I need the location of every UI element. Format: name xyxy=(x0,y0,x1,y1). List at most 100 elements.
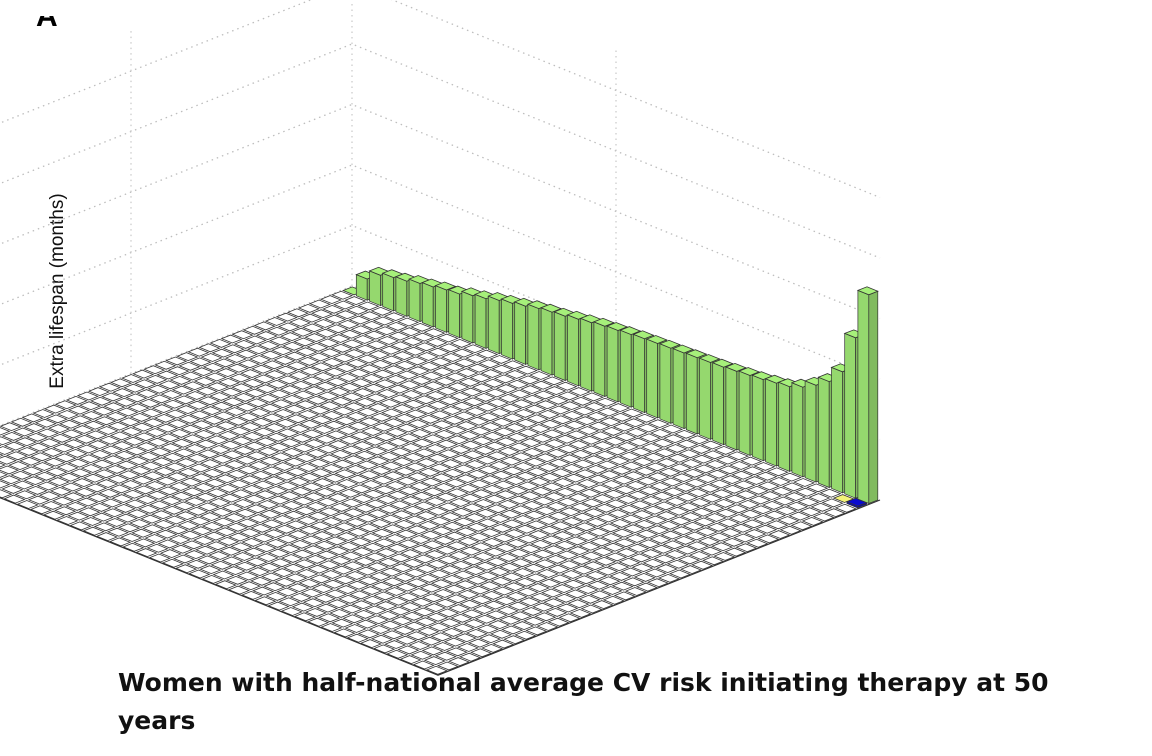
floor-cell xyxy=(353,556,376,566)
floor-cell xyxy=(222,397,245,407)
floor-cell xyxy=(426,612,449,622)
floor-cell xyxy=(669,463,692,473)
floor-cell xyxy=(338,594,361,604)
floor-cell xyxy=(442,468,465,478)
floor-cell xyxy=(676,492,699,502)
floor-cell xyxy=(479,634,502,644)
floor-cell xyxy=(200,353,223,362)
floor-cell xyxy=(217,483,240,493)
floor-cell xyxy=(49,486,72,496)
floor-cell xyxy=(362,489,385,499)
floor-cell xyxy=(316,603,339,613)
floor-cell xyxy=(385,374,408,384)
floor-cell xyxy=(374,326,397,336)
floor-cell xyxy=(531,380,554,390)
floor-cell xyxy=(342,614,365,624)
floor-cell xyxy=(283,457,306,467)
floor-cell xyxy=(429,463,452,473)
floor-cell xyxy=(549,574,572,584)
floor-cell xyxy=(429,410,452,420)
floor-cell xyxy=(308,299,331,309)
floor-cell xyxy=(393,466,416,476)
floor-cell xyxy=(711,542,734,552)
floor-cell xyxy=(569,608,592,618)
floor-cell xyxy=(134,379,157,389)
floor-cell xyxy=(643,452,666,462)
floor-cell xyxy=(378,451,401,461)
floor-cell xyxy=(85,430,108,440)
floor-cell xyxy=(72,425,95,434)
floor-cell xyxy=(5,451,28,461)
floor-cell xyxy=(422,434,445,444)
floor-cell xyxy=(217,430,240,440)
floor-cell xyxy=(292,390,315,400)
floor-cell xyxy=(355,566,378,576)
floor-cell xyxy=(221,556,244,566)
floor-cell xyxy=(265,591,288,601)
floor-cell xyxy=(63,492,86,502)
floor-cell xyxy=(515,418,538,428)
floor-cell xyxy=(461,556,484,566)
floor-cell xyxy=(618,451,641,461)
floor-cell xyxy=(413,448,436,458)
floor-cell xyxy=(219,440,242,450)
floor-cell xyxy=(395,582,418,592)
floor-cell xyxy=(222,344,245,354)
floor-cell xyxy=(135,548,158,558)
floor-cell xyxy=(180,477,203,487)
floor-cell xyxy=(266,432,289,442)
floor-cell xyxy=(713,445,736,455)
floor-cell xyxy=(384,587,407,596)
floor-cell xyxy=(418,361,441,371)
floor-cell xyxy=(326,324,349,334)
floor-cell xyxy=(697,536,720,546)
floor-cell xyxy=(471,489,494,499)
floor-cell xyxy=(394,360,417,370)
floor-cell xyxy=(226,469,249,479)
floor-cell xyxy=(557,444,580,454)
floor-cell xyxy=(180,371,203,381)
floor-cell xyxy=(262,360,285,370)
floor-cell xyxy=(293,612,316,622)
floor-cell xyxy=(270,452,293,462)
floor-cell xyxy=(631,510,654,520)
floor-cell xyxy=(420,424,443,434)
floor-cell xyxy=(373,644,396,654)
floor-cell xyxy=(689,498,712,507)
floor-cell xyxy=(256,553,279,562)
floor-cell xyxy=(323,420,346,430)
floor-cell xyxy=(383,418,406,428)
floor-cell xyxy=(193,376,216,386)
floor-cell xyxy=(373,538,396,548)
floor-cell xyxy=(600,586,623,595)
floor-cell xyxy=(456,368,479,378)
floor-cell xyxy=(237,412,260,422)
floor-cell xyxy=(411,491,434,501)
floor-cell xyxy=(215,527,238,537)
floor-cell xyxy=(656,511,679,521)
floor-cell xyxy=(153,519,176,529)
floor-cell xyxy=(497,446,520,456)
floor-cell xyxy=(472,605,495,614)
floor-cell xyxy=(76,444,99,454)
floor-cell xyxy=(493,480,516,490)
floor-cell xyxy=(704,460,727,469)
floor-cell xyxy=(387,490,410,500)
floor-cell xyxy=(301,376,324,386)
floor-cell xyxy=(172,554,195,564)
floor-cell xyxy=(455,527,478,537)
floor-cell xyxy=(452,623,475,633)
floor-cell xyxy=(257,446,280,456)
floor-cell xyxy=(347,474,370,484)
floor-cell xyxy=(341,445,364,455)
floor-cell xyxy=(370,359,393,369)
floor-cell xyxy=(473,499,496,508)
floor-cell xyxy=(660,530,683,540)
floor-cell xyxy=(502,360,525,370)
floor-cell xyxy=(497,553,520,562)
floor-cell xyxy=(669,516,692,526)
floor-cell xyxy=(167,366,190,376)
floor-cell xyxy=(358,470,381,480)
floor-cell xyxy=(647,419,670,429)
floor-cell xyxy=(514,577,537,587)
